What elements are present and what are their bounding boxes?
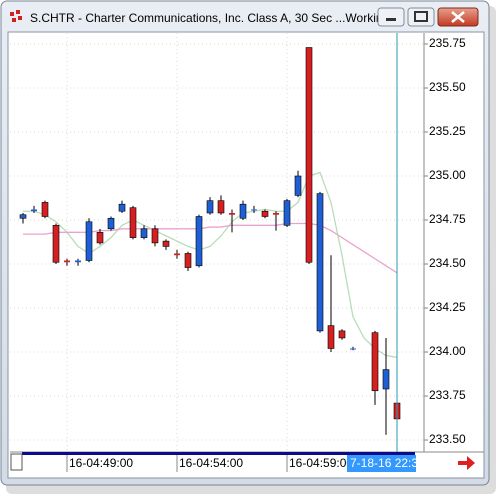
candle-body: [140, 228, 148, 238]
app-icon: [10, 10, 22, 22]
y-tick-label: 235.00: [429, 168, 466, 182]
candle-body: [382, 369, 390, 390]
candle-body: [118, 203, 126, 212]
maximize-button[interactable]: [407, 7, 435, 27]
scroll-right-arrow[interactable]: [458, 456, 475, 470]
candle-body: [217, 200, 225, 214]
y-tick-label: 235.25: [429, 124, 466, 138]
candle-body: [229, 212, 235, 215]
y-tick-label: 233.75: [429, 388, 466, 402]
candle-body: [294, 175, 302, 196]
candle-body: [96, 232, 104, 244]
minimize-button[interactable]: [377, 7, 405, 27]
y-tick-label: 234.25: [429, 300, 466, 314]
candle-body: [305, 47, 313, 263]
candle-body: [251, 209, 257, 211]
moving-average-line: [23, 222, 398, 274]
y-tick-label: 235.50: [429, 80, 466, 94]
y-tick-label: 234.75: [429, 212, 466, 226]
cursor-label-box: [347, 455, 416, 472]
candle-body: [206, 200, 214, 214]
x-tick-label: 16-04:59:00: [289, 456, 353, 470]
close-button[interactable]: [437, 7, 479, 27]
candle-body: [338, 330, 346, 339]
candle-body: [316, 193, 324, 332]
candle-body: [129, 207, 137, 238]
plot-area: 233.50 233.75 234.00 234.25 234.50 234.75 235.…: [10, 33, 466, 472]
candle-body: [174, 253, 180, 256]
x-tick-label: 16-04:54:00: [179, 456, 243, 470]
candle-body: [151, 228, 159, 244]
candle-body: [162, 240, 170, 247]
candle-body: [350, 348, 356, 350]
window-title: S.CHTR - Charter Communications, Inc. Cl…: [30, 11, 393, 25]
candle-body: [195, 216, 203, 267]
candle-body: [283, 200, 291, 226]
scrollbar[interactable]: [22, 452, 415, 455]
candle-body: [261, 210, 269, 217]
candle-body: [75, 260, 81, 263]
candle-body: [41, 202, 49, 217]
x-tick-label: 16-04:49:00: [69, 456, 133, 470]
candle-body: [31, 209, 37, 212]
y-tick-label: 234.50: [429, 256, 466, 270]
candle-body: [184, 253, 192, 268]
candle-body: [85, 221, 93, 261]
y-tick-label: 233.50: [429, 432, 466, 446]
candle-body: [239, 203, 247, 219]
y-tick-label: 234.00: [429, 344, 466, 358]
candle-body: [327, 325, 335, 349]
moving-average-line: [23, 171, 398, 358]
candle-body: [52, 224, 60, 263]
candle-body: [371, 332, 379, 392]
candle-body: [107, 217, 115, 230]
cursor-label: 7-18-16 22:34:00: [350, 456, 442, 470]
y-tick-label: 235.75: [429, 36, 466, 50]
scroll-box[interactable]: [10, 453, 23, 471]
candle-body: [273, 212, 279, 215]
candle-body: [19, 214, 27, 219]
candle-body: [64, 260, 70, 263]
chart-panel: [7, 31, 485, 479]
